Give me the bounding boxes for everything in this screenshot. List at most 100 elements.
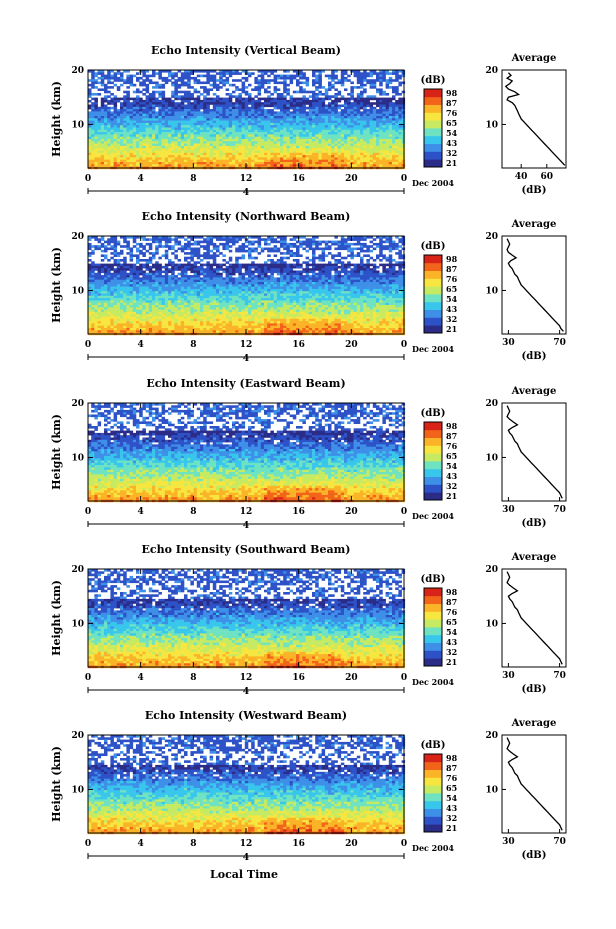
heatmap-cell <box>241 111 246 114</box>
heatmap-cell <box>334 139 338 142</box>
heatmap-cell <box>184 162 188 165</box>
heatmap-cell <box>324 109 329 112</box>
heatmap-cell <box>145 97 150 101</box>
heatmap-cell <box>219 272 223 276</box>
heatmap-cell <box>139 252 143 255</box>
heatmap-cell <box>248 249 252 253</box>
heatmap-cell <box>312 93 316 96</box>
colorbar-tick-label: 76 <box>446 108 458 118</box>
heatmap-cell <box>331 134 335 137</box>
heatmap-cell <box>363 113 367 117</box>
heatmap-cell <box>376 275 380 278</box>
heatmap-cell <box>145 272 150 276</box>
heatmap-cell <box>353 72 358 75</box>
heatmap-cell <box>97 245 102 248</box>
heatmap-cell <box>283 268 287 271</box>
heatmap-cell <box>193 247 198 251</box>
heatmap-cell <box>401 272 406 276</box>
heatmap-cell <box>340 81 345 85</box>
heatmap-cell <box>193 106 198 110</box>
heatmap-cell <box>302 159 306 163</box>
heatmap-cell <box>145 242 150 246</box>
heatmap-cell <box>180 127 185 131</box>
heatmap-cell <box>283 277 287 280</box>
heatmap-cell <box>267 143 271 147</box>
heatmap-cell <box>126 120 130 124</box>
heatmap-cell <box>292 120 297 124</box>
heatmap-cell <box>158 245 162 248</box>
heatmap-cell <box>347 254 351 257</box>
heatmap-cell <box>91 116 95 119</box>
heatmap-cell <box>260 155 265 158</box>
heatmap-cell <box>372 152 377 156</box>
heatmap-cell <box>283 122 287 126</box>
heatmap-cell <box>318 72 322 75</box>
heatmap-cell <box>388 113 393 117</box>
heatmap-cell <box>385 109 390 112</box>
heatmap-cell <box>379 116 383 119</box>
heatmap-cell <box>113 111 118 114</box>
heatmap-cell <box>94 159 98 163</box>
heatmap-cell <box>334 157 338 160</box>
heatmap-cell <box>395 120 399 124</box>
heatmap-cell <box>123 116 127 119</box>
heatmap-cell <box>276 102 281 105</box>
heatmap-cell <box>136 127 140 131</box>
heatmap-cell <box>120 249 124 253</box>
heatmap-cell <box>110 236 114 239</box>
heatmap-cell <box>174 155 178 158</box>
heatmap-cell <box>350 254 354 257</box>
heatmap-cell <box>196 99 201 103</box>
heatmap-cell <box>107 270 111 274</box>
heatmap-cell <box>155 143 159 147</box>
heatmap-cell <box>132 159 137 163</box>
heatmap-cell <box>344 111 348 114</box>
heatmap-cell <box>193 81 198 85</box>
heatmap-cell <box>168 99 172 103</box>
heatmap-cell <box>196 79 201 82</box>
heatmap-cell <box>392 240 396 244</box>
heatmap-cell <box>129 159 134 163</box>
heatmap-cell <box>372 272 377 276</box>
heatmap-cell <box>168 259 172 262</box>
heatmap-cell <box>164 70 169 73</box>
heatmap-cell <box>152 139 156 142</box>
heatmap-cell <box>142 238 146 241</box>
heatmap-cell <box>270 111 274 114</box>
heatmap-cell <box>206 102 210 105</box>
heatmap-cell <box>251 152 255 156</box>
heatmap-cell <box>360 81 364 85</box>
heatmap-cell <box>126 70 130 73</box>
heatmap-cell <box>392 263 396 267</box>
heatmap-cell <box>193 236 198 239</box>
heatmap-cell <box>302 74 306 78</box>
heatmap-cell <box>382 275 386 278</box>
heatmap-cell <box>356 127 361 131</box>
heatmap-cell <box>379 113 383 117</box>
heatmap-cell <box>193 134 198 137</box>
heatmap-cell <box>385 134 390 137</box>
heatmap-cell <box>196 120 201 124</box>
heatmap-cell <box>257 79 262 82</box>
heatmap-cell <box>385 132 390 135</box>
heatmap-cell <box>129 136 134 140</box>
heatmap-cell <box>113 247 118 251</box>
heatmap-cell <box>241 109 246 112</box>
heatmap-cell <box>273 127 278 131</box>
heatmap-cell <box>388 141 393 144</box>
heatmap-cell <box>123 132 127 135</box>
heatmap-cell <box>267 74 271 78</box>
heatmap-cell <box>296 145 300 149</box>
heatmap-cell <box>190 247 194 251</box>
heatmap-cell <box>276 134 281 137</box>
heatmap-cell <box>366 95 370 98</box>
heatmap-cell <box>190 270 194 274</box>
heatmap-cell <box>254 81 258 85</box>
heatmap-cell <box>353 116 358 119</box>
heatmap-cell <box>302 162 306 165</box>
heatmap-cell <box>299 106 303 110</box>
heatmap-cell <box>385 72 390 75</box>
heatmap-cell <box>164 265 169 269</box>
heatmap-cell <box>395 136 399 140</box>
heatmap-cell <box>366 159 370 163</box>
